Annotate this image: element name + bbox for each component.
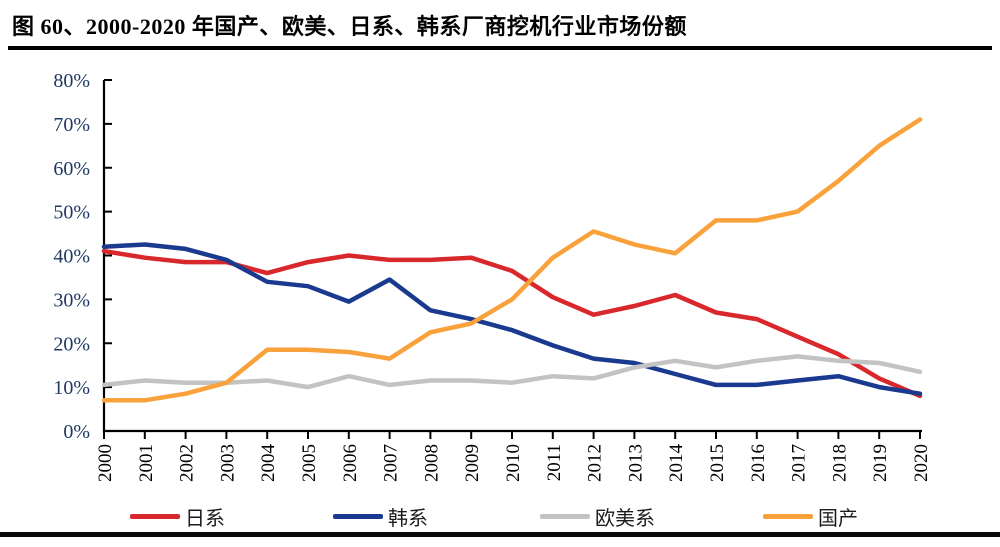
x-axis-tick-label: 2010 bbox=[503, 444, 524, 482]
chart-title: 图 60、2000-2020 年国产、欧美、日系、韩系厂商挖机行业市场份额 bbox=[12, 14, 687, 39]
y-axis-tick-label: 0% bbox=[63, 421, 90, 443]
x-axis-tick-label: 2012 bbox=[585, 444, 606, 482]
legend-label-euro-american: 欧美系 bbox=[595, 507, 655, 530]
x-axis-tick-label: 2013 bbox=[625, 444, 646, 482]
x-axis-tick-label: 2003 bbox=[217, 444, 238, 482]
x-axis-tick-label: 2014 bbox=[666, 444, 687, 483]
y-axis-tick-label: 20% bbox=[53, 333, 90, 355]
y-axis-tick-label: 80% bbox=[53, 70, 90, 92]
legend-label-domestic: 国产 bbox=[818, 507, 858, 530]
x-axis-tick-label: 2008 bbox=[421, 444, 442, 482]
legend-line-swatch-japanese bbox=[130, 513, 180, 519]
legend-line-swatch-domestic bbox=[763, 513, 813, 519]
y-axis-tick-label: 70% bbox=[53, 114, 90, 136]
x-axis-tick-label: 2006 bbox=[340, 444, 361, 482]
x-axis-tick-label: 2011 bbox=[544, 444, 565, 481]
y-axis-tick-label: 50% bbox=[53, 202, 90, 224]
y-axis-tick-label: 10% bbox=[53, 377, 90, 399]
series-line-korean bbox=[101, 242, 923, 396]
y-axis-tick-label: 60% bbox=[53, 158, 90, 180]
x-axis-tick-label: 2017 bbox=[789, 444, 810, 482]
legend-item-korean: 韩系 bbox=[333, 501, 428, 531]
legend-label-japanese: 日系 bbox=[185, 507, 225, 530]
y-axis-tick-label: 40% bbox=[53, 246, 90, 268]
x-axis-tick-label: 2019 bbox=[870, 444, 891, 482]
legend-item-japanese: 日系 bbox=[130, 501, 225, 531]
x-axis-tick-label: 2002 bbox=[177, 444, 198, 482]
series-line-domestic bbox=[101, 117, 923, 403]
x-axis-tick-label: 2009 bbox=[462, 444, 483, 482]
x-axis-tick-label: 2005 bbox=[299, 444, 320, 482]
x-axis-tick-label: 2001 bbox=[136, 444, 157, 482]
legend-line-swatch-korean bbox=[333, 513, 383, 519]
legend-item-domestic: 国产 bbox=[763, 501, 858, 531]
legend-item-euro-american: 欧美系 bbox=[540, 501, 655, 531]
series-line-euro-american bbox=[101, 354, 923, 390]
market-share-line-chart: 0% 10% 20% 30% 40% 50% 60% 70% 80% 2000 2001 2002 20… bbox=[53, 70, 932, 483]
x-axis-tick-label: 2004 bbox=[258, 444, 279, 483]
x-axis-tick-label: 2020 bbox=[911, 444, 932, 482]
legend-line-swatch-euro-american bbox=[540, 513, 590, 519]
series-line-japanese bbox=[101, 248, 923, 399]
x-axis-tick-label: 2015 bbox=[707, 444, 728, 482]
x-axis-tick-label: 2016 bbox=[748, 444, 769, 482]
page-bottom-rule bbox=[0, 532, 1000, 537]
x-axis-tick-label: 2018 bbox=[829, 444, 850, 482]
chart-legend: 日系 韩系 欧美系 国产 bbox=[0, 501, 1000, 531]
y-axis-tick-label: 30% bbox=[53, 289, 90, 311]
legend-label-korean: 韩系 bbox=[388, 507, 428, 530]
title-divider-rule bbox=[8, 46, 992, 50]
x-axis-tick-label: 2000 bbox=[95, 444, 116, 482]
x-axis-tick-label: 2007 bbox=[381, 444, 402, 482]
